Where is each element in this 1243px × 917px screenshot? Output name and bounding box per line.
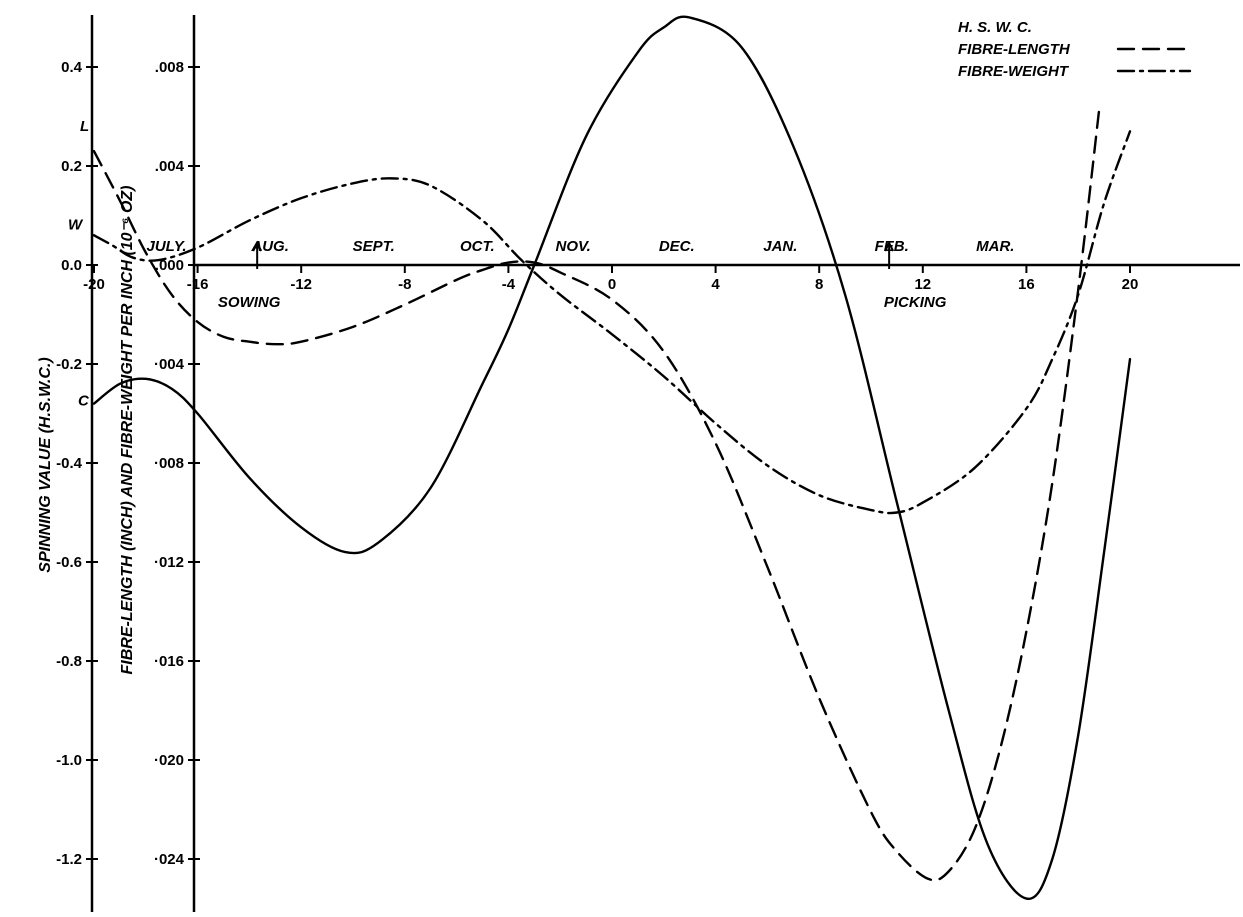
right-axis-tick-label: ·016: [154, 653, 184, 670]
legend-label: FIBRE-LENGTH: [958, 41, 1071, 58]
series-end-label: L: [80, 118, 89, 135]
series-end-label: C: [78, 393, 90, 410]
month-label: FEB.: [875, 238, 909, 255]
right-axis-tick-label: ·012: [154, 554, 184, 571]
legend: H. S. W. C. FIBRE-LENGTH FIBRE-WEIGHT: [958, 19, 1192, 80]
left-axis-tick-label: -0.2: [56, 356, 82, 373]
left-axis-tick-label: -1.0: [56, 752, 82, 769]
x-axis-tick-label: -16: [187, 276, 209, 293]
month-label: DEC.: [659, 238, 695, 255]
series-end-label: W: [68, 216, 84, 233]
right-axis-title: FIBRE-LENGTH (INCH) AND FIBRE-WEIGHT PER…: [119, 186, 136, 675]
series-line-dashdot: [92, 130, 1132, 515]
left-axis-title: SPINNING VALUE (H.S.W.C.): [37, 357, 54, 572]
series-line-dashed: [92, 110, 1101, 882]
x-axis-tick-label: 12: [914, 276, 931, 293]
right-axis-tick-label: ·020: [154, 752, 184, 769]
month-label: AUG.: [250, 238, 289, 255]
x-axis-tick-label: -8: [398, 276, 411, 293]
left-axis-tick-label: -0.6: [56, 554, 82, 571]
month-label: JULY.: [147, 238, 187, 255]
right-axis-tick-label: ·024: [154, 851, 185, 868]
x-axis-tick-label: 0: [608, 276, 616, 293]
right-axis-tick-label: .004: [155, 158, 185, 175]
plot-area: [92, 15, 1132, 900]
picking-annotation: PICKING: [884, 294, 947, 311]
left-axis-tick-label: 0.0: [61, 257, 82, 274]
sowing-annotation: SOWING: [218, 294, 281, 311]
right-axis-tick-label: ·008: [154, 455, 184, 472]
sowing-annotation-arrowhead: [252, 240, 263, 252]
month-label: JAN.: [763, 238, 797, 255]
x-axis-tick-label: 20: [1122, 276, 1139, 293]
legend-label: H. S. W. C.: [958, 19, 1032, 36]
left-axis-tick-label: -1.2: [56, 851, 82, 868]
x-axis-tick-label: 16: [1018, 276, 1035, 293]
left-axis-tick-label: -0.4: [56, 455, 83, 472]
right-axis-tick-label: ·004: [154, 356, 185, 373]
axis-labels: 0.4 0.2 0.0 -0.2 -0.4 -0.6 -0.8 -1.0 -1.2 .008 .00…: [37, 59, 1138, 868]
right-axis-tick-label: .000: [155, 257, 184, 274]
left-axis-tick-label: -0.8: [56, 653, 82, 670]
x-axis-tick-label: -12: [290, 276, 312, 293]
x-axis-tick-label: -20: [83, 276, 105, 293]
month-label: NOV.: [556, 238, 591, 255]
left-axis-tick-label: 0.2: [61, 158, 82, 175]
left-axis-tick-label: 0.4: [61, 59, 83, 76]
x-axis-tick-label: 4: [711, 276, 720, 293]
month-label: SEPT.: [353, 238, 395, 255]
x-axis-tick-label: 8: [815, 276, 823, 293]
series-line-solid: [92, 15, 1132, 900]
month-label: OCT.: [460, 238, 495, 255]
picking-annotation-arrowhead: [884, 240, 895, 252]
axes: [86, 15, 1240, 912]
month-label: MAR.: [976, 238, 1014, 255]
legend-label: FIBRE-WEIGHT: [958, 63, 1070, 80]
right-axis-tick-label: .008: [155, 59, 184, 76]
x-axis-tick-label: -4: [502, 276, 516, 293]
